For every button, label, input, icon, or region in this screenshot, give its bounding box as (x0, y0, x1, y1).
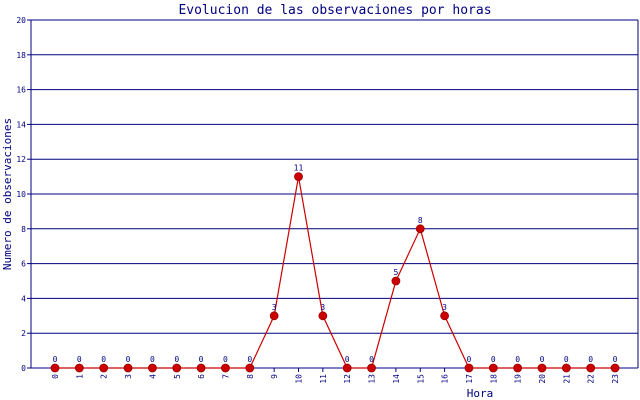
data-point (464, 363, 474, 373)
data-point (99, 363, 109, 373)
x-tick-label: 15 (416, 374, 425, 384)
y-tick-label: 14 (16, 120, 26, 129)
data-point (50, 363, 60, 373)
data-label: 0 (174, 355, 179, 364)
y-tick-label: 8 (21, 225, 26, 234)
data-label: 0 (101, 355, 106, 364)
x-tick-label: 8 (246, 374, 255, 379)
x-tick-label: 22 (587, 374, 596, 384)
data-label: 8 (418, 216, 423, 225)
y-tick-label: 20 (16, 16, 26, 25)
data-point (391, 276, 401, 286)
y-tick-label: 2 (21, 329, 26, 338)
data-label: 0 (467, 355, 472, 364)
data-point (415, 224, 425, 234)
x-tick-label: 2 (100, 374, 109, 379)
data-label: 0 (126, 355, 131, 364)
x-tick-label: 19 (514, 374, 523, 384)
data-point (318, 311, 328, 321)
y-tick-label: 0 (21, 364, 26, 373)
data-label: 0 (515, 355, 520, 364)
x-tick-label: 21 (562, 374, 571, 384)
x-tick-label: 13 (368, 374, 377, 384)
data-label: 0 (345, 355, 350, 364)
x-tick-label: 9 (270, 374, 279, 379)
grid-lines (31, 19, 638, 369)
y-tick-label: 10 (16, 190, 26, 199)
x-tick-label: 3 (124, 374, 133, 379)
x-axis-label: Hora (467, 387, 494, 400)
data-point (294, 172, 303, 182)
data-label: 0 (564, 355, 569, 364)
data-labels: 0 0 0 0 0 0 0 0 0 3 11 3 0 0 5 8 3 0 0 0 0 0 0 0 (53, 164, 618, 364)
data-label: 3 (320, 303, 325, 312)
data-label: 0 (223, 355, 228, 364)
x-tick-label: 12 (343, 374, 352, 384)
data-label: 5 (393, 268, 398, 277)
x-tick-label: 6 (197, 374, 206, 379)
data-label: 0 (247, 355, 252, 364)
data-point (74, 363, 84, 373)
y-tick-label: 6 (21, 260, 26, 269)
data-label: 0 (491, 355, 496, 364)
data-point (440, 311, 450, 321)
x-tick-label: 7 (221, 374, 230, 379)
data-label: 11 (294, 164, 304, 173)
y-tick-label: 4 (21, 294, 26, 303)
x-tick-label: 18 (489, 374, 498, 384)
x-tick-label: 5 (173, 374, 182, 379)
data-label: 0 (588, 355, 593, 364)
x-tick-label: 20 (538, 374, 547, 384)
y-axis-label: Numero de observaciones (1, 118, 14, 270)
data-point (147, 363, 157, 373)
data-label: 0 (199, 355, 204, 364)
data-point (586, 363, 596, 373)
x-tick-label: 0 (51, 374, 60, 379)
x-tick-label: 4 (148, 374, 157, 379)
data-point (342, 363, 352, 373)
data-label: 3 (272, 303, 277, 312)
data-label: 0 (77, 355, 82, 364)
y-tick-label: 16 (16, 86, 26, 95)
data-point (610, 363, 620, 373)
data-point (537, 363, 547, 373)
series-observaciones (50, 172, 620, 373)
data-point (123, 363, 133, 373)
data-label: 0 (369, 355, 374, 364)
data-point (561, 363, 571, 373)
data-label: 0 (53, 355, 58, 364)
data-point (513, 363, 523, 373)
data-point (196, 363, 206, 373)
x-tick-label: 14 (392, 374, 401, 384)
data-point (269, 311, 279, 321)
data-label: 0 (613, 355, 618, 364)
y-tick-label: 18 (16, 51, 26, 60)
x-tick-label: 11 (319, 374, 328, 384)
x-tick-label: 23 (611, 374, 620, 384)
x-tick-label: 1 (75, 374, 84, 379)
data-point (367, 363, 376, 373)
data-label: 0 (150, 355, 155, 364)
data-label: 3 (442, 303, 447, 312)
x-tick-label: 17 (465, 374, 474, 384)
data-label: 0 (540, 355, 545, 364)
data-point (172, 363, 182, 373)
y-tick-label: 12 (16, 155, 26, 164)
x-tick-label: 16 (441, 374, 450, 384)
x-tick-label: 10 (295, 374, 304, 384)
chart-title: Evolucion de las observaciones por horas (178, 3, 491, 18)
data-point (245, 363, 255, 373)
data-point (488, 363, 498, 373)
data-point (221, 363, 230, 373)
series-line (55, 176, 616, 369)
